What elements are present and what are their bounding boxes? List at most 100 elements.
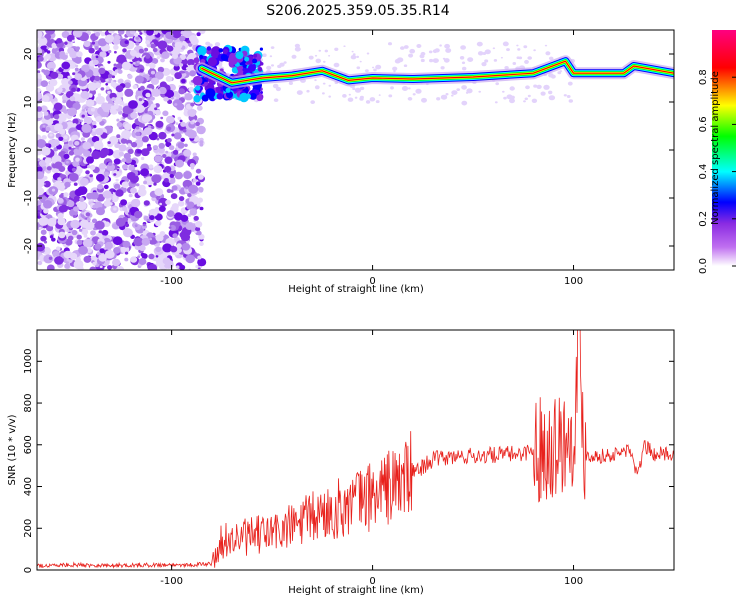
noise-blob [149, 208, 158, 217]
noise-blob [189, 208, 198, 216]
noise-blob [189, 163, 195, 168]
noise-blob [174, 72, 182, 80]
noise-blob [37, 61, 42, 69]
faint-blob [323, 60, 326, 63]
noise-blob [97, 93, 102, 97]
noise-blob [166, 45, 174, 52]
noise-blob [139, 85, 145, 91]
noise-blob [163, 178, 169, 183]
noise-blob [75, 202, 79, 205]
noise-blob [78, 246, 88, 255]
faint-blob [359, 95, 364, 99]
noise-blob [124, 88, 134, 97]
faint-blob [545, 51, 551, 56]
noise-blob [74, 141, 80, 146]
faint-blob [403, 45, 409, 49]
noise-blob [134, 75, 144, 84]
faint-blob [366, 52, 370, 55]
noise-blob [87, 165, 91, 169]
noise-blob [141, 114, 151, 123]
noise-blob [99, 164, 103, 167]
noise-blob [171, 133, 175, 137]
noise-blob [119, 170, 122, 173]
faint-blob [492, 47, 496, 50]
noise-blob [167, 138, 172, 143]
noise-blob [65, 161, 69, 164]
colorbar-tick-label: 0.4 [698, 164, 709, 180]
noise-blob [110, 35, 114, 39]
noise-blob [113, 158, 121, 165]
noise-blob [196, 230, 202, 236]
noise-blob [150, 96, 155, 101]
noise-blob [98, 253, 107, 262]
noise-blob [91, 131, 97, 137]
noise-blob [92, 59, 99, 65]
noise-blob [175, 122, 179, 125]
noise-blob [113, 183, 121, 190]
noise-blob [68, 80, 73, 85]
noise-blob [173, 96, 177, 100]
faint-blob [439, 44, 442, 47]
noise-blob [92, 261, 97, 266]
noise-blob [140, 156, 145, 161]
colorbar-tick-label: 0.0 [698, 258, 709, 274]
noise-blob [154, 155, 163, 163]
noise-blob [101, 229, 109, 236]
noise-blob [37, 111, 43, 119]
noise-blob [53, 102, 63, 111]
faint-blob [432, 49, 438, 54]
burst-blob [220, 54, 228, 61]
x-tick-label: 0 [369, 276, 375, 287]
faint-blob [294, 43, 300, 48]
faint-blob [502, 41, 509, 47]
noise-blob [123, 152, 131, 160]
noise-blob [81, 114, 85, 118]
faint-blob [400, 46, 405, 50]
burst-blob [252, 58, 258, 64]
noise-blob [139, 32, 143, 35]
faint-blob [445, 93, 449, 96]
faint-blob [533, 84, 538, 88]
noise-blob [38, 217, 49, 226]
noise-blob [135, 131, 141, 137]
faint-blob [523, 45, 528, 49]
faint-blob [484, 59, 489, 63]
noise-blob [40, 229, 47, 235]
faint-blob [375, 64, 382, 70]
noise-blob [98, 230, 103, 234]
noise-blob [124, 223, 130, 228]
faint-blob [318, 49, 322, 52]
noise-blob [54, 123, 63, 132]
noise-blob [58, 120, 63, 124]
faint-blob [548, 95, 556, 101]
faint-blob [467, 57, 474, 62]
noise-blob [105, 86, 110, 90]
noise-blob [118, 110, 123, 115]
noise-blob [133, 237, 144, 247]
faint-blob [509, 98, 515, 104]
faint-blob [322, 92, 325, 95]
noise-blob [43, 208, 49, 214]
noise-blob [130, 198, 141, 208]
noise-blob [141, 136, 149, 143]
faint-blob [460, 45, 466, 50]
noise-blob [148, 164, 154, 169]
faint-blob [566, 95, 571, 98]
noise-blob [58, 136, 64, 141]
noise-blob [166, 188, 172, 193]
y-tick-label: 200 [23, 519, 34, 538]
noise-blob [51, 237, 56, 242]
noise-blob [92, 204, 97, 209]
noise-blob [79, 197, 85, 202]
noise-blob [92, 53, 96, 57]
noise-blob [198, 188, 204, 193]
burst-blob [253, 53, 258, 58]
noise-blob [130, 187, 137, 194]
noise-blob [46, 61, 56, 70]
noise-blob [194, 230, 197, 234]
faint-blob [343, 45, 346, 47]
faint-blob [451, 94, 454, 97]
faint-blob [432, 58, 439, 63]
noise-blob [105, 78, 109, 82]
faint-blob [509, 86, 515, 91]
